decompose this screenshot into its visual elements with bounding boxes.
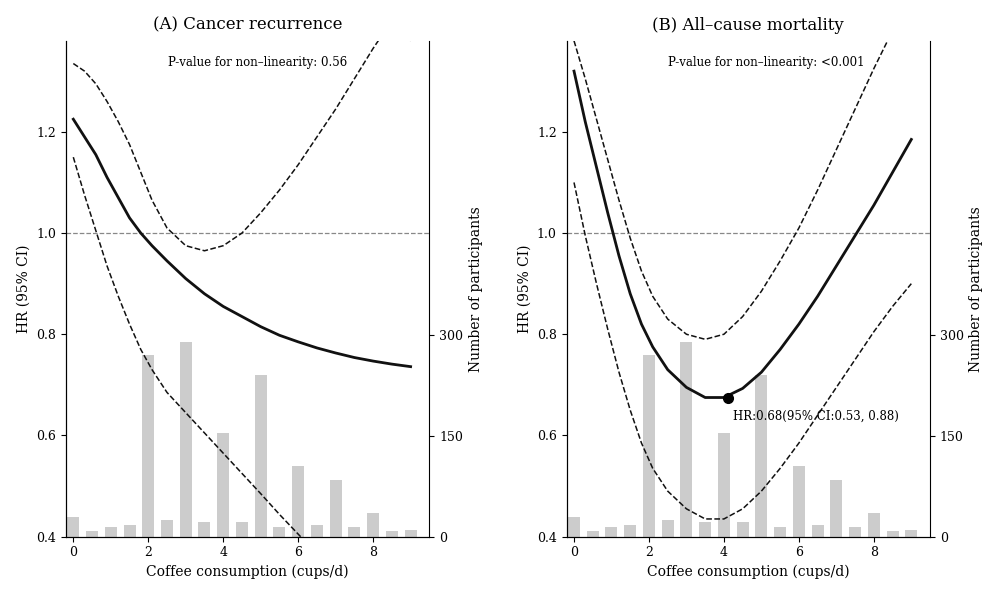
- Bar: [830, 480, 842, 536]
- Bar: [624, 524, 636, 536]
- Bar: [887, 531, 899, 536]
- Text: P-value for non–linearity: <0.001: P-value for non–linearity: <0.001: [668, 55, 865, 69]
- Bar: [86, 531, 98, 536]
- Bar: [367, 513, 379, 536]
- Title: (A) Cancer recurrence: (A) Cancer recurrence: [153, 17, 342, 33]
- Bar: [348, 527, 360, 536]
- Bar: [124, 524, 136, 536]
- Bar: [662, 520, 674, 536]
- Bar: [311, 524, 323, 536]
- Bar: [161, 520, 173, 536]
- Y-axis label: HR (95% CI): HR (95% CI): [517, 244, 531, 333]
- X-axis label: Coffee consumption (cups/d): Coffee consumption (cups/d): [146, 565, 349, 579]
- Text: HR:0.68(95% CI:0.53, 0.88): HR:0.68(95% CI:0.53, 0.88): [733, 410, 899, 423]
- Bar: [67, 517, 79, 536]
- Bar: [793, 466, 805, 536]
- Bar: [718, 433, 730, 536]
- Bar: [812, 524, 824, 536]
- Y-axis label: Number of participants: Number of participants: [469, 206, 483, 371]
- Y-axis label: HR (95% CI): HR (95% CI): [17, 244, 31, 333]
- Title: (B) All–cause mortality: (B) All–cause mortality: [652, 17, 844, 33]
- Bar: [105, 527, 117, 536]
- Bar: [292, 466, 304, 536]
- Bar: [774, 527, 786, 536]
- Bar: [255, 375, 267, 536]
- Bar: [737, 522, 749, 536]
- Bar: [643, 355, 655, 536]
- Y-axis label: Number of participants: Number of participants: [969, 206, 983, 371]
- Bar: [142, 355, 154, 536]
- Bar: [386, 531, 398, 536]
- Bar: [755, 375, 767, 536]
- Bar: [699, 522, 711, 536]
- Bar: [605, 527, 617, 536]
- Bar: [273, 527, 285, 536]
- Bar: [180, 342, 192, 536]
- Bar: [405, 530, 417, 536]
- Bar: [568, 517, 580, 536]
- Bar: [905, 530, 917, 536]
- Bar: [680, 342, 692, 536]
- Bar: [849, 527, 861, 536]
- Bar: [198, 522, 210, 536]
- Bar: [587, 531, 599, 536]
- Bar: [330, 480, 342, 536]
- Bar: [217, 433, 229, 536]
- X-axis label: Coffee consumption (cups/d): Coffee consumption (cups/d): [647, 565, 850, 579]
- Text: P-value for non–linearity: 0.56: P-value for non–linearity: 0.56: [168, 55, 347, 69]
- Bar: [236, 522, 248, 536]
- Bar: [868, 513, 880, 536]
